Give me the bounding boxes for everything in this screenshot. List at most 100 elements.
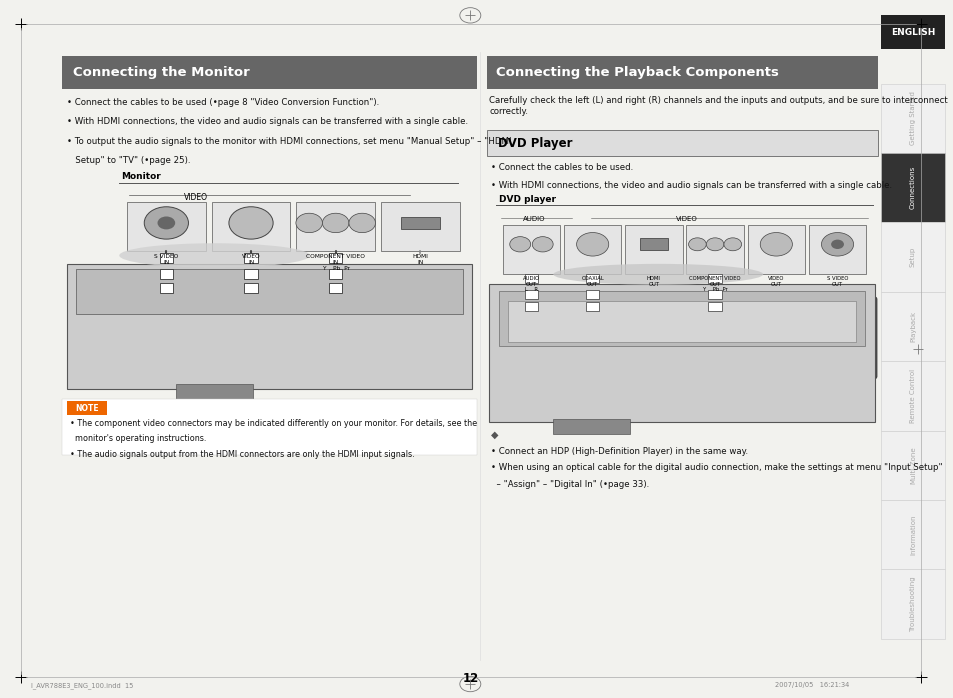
Bar — [76, 269, 462, 314]
Text: • The component video connectors may be indicated differently on your monitor. F: • The component video connectors may be … — [70, 419, 476, 428]
Bar — [508, 301, 855, 342]
Text: 2007/10/05   16:21:34: 2007/10/05 16:21:34 — [774, 683, 848, 688]
Text: I_AVR788E3_ENG_100.indd  15: I_AVR788E3_ENG_100.indd 15 — [30, 682, 132, 689]
Circle shape — [532, 237, 553, 252]
Text: Connecting the Monitor: Connecting the Monitor — [73, 66, 250, 79]
Bar — [244, 253, 257, 263]
FancyBboxPatch shape — [492, 297, 876, 379]
Bar — [486, 130, 877, 156]
Circle shape — [229, 207, 273, 239]
Text: NOTE: NOTE — [75, 404, 98, 413]
Text: Setup: Setup — [909, 247, 915, 267]
Bar — [502, 225, 559, 274]
Circle shape — [157, 216, 175, 230]
Text: Monitor: Monitor — [121, 172, 161, 181]
Text: Connections: Connections — [909, 166, 915, 209]
Circle shape — [705, 238, 723, 251]
Text: Multi-Zone: Multi-Zone — [909, 447, 915, 484]
Bar — [62, 399, 476, 455]
Bar — [880, 362, 944, 431]
Bar — [880, 153, 944, 223]
Text: HDMI
OUT: HDMI OUT — [646, 276, 660, 286]
Bar — [880, 570, 944, 639]
Text: S VIDEO
OUT: S VIDEO OUT — [826, 276, 847, 286]
Bar — [708, 302, 721, 311]
Bar — [639, 238, 667, 251]
Text: • Connect the cables to be used.: • Connect the cables to be used. — [491, 163, 633, 172]
Bar — [244, 283, 257, 293]
Text: ◆: ◆ — [491, 430, 498, 440]
Bar — [880, 84, 944, 153]
Circle shape — [760, 232, 792, 256]
Text: Remote Control: Remote Control — [909, 369, 915, 423]
Text: S VIDEO
IN: S VIDEO IN — [154, 254, 178, 265]
Text: COMPONENT VIDEO
OUT
Y    Pb  Pr: COMPONENT VIDEO OUT Y Pb Pr — [689, 276, 740, 292]
Bar — [524, 290, 537, 299]
Bar — [212, 202, 290, 251]
Circle shape — [821, 232, 853, 256]
Bar — [685, 225, 743, 274]
Bar — [524, 302, 537, 311]
Text: COAXIAL
OUT: COAXIAL OUT — [580, 276, 603, 286]
Text: • When using an optical cable for the digital audio connection, make the setting: • When using an optical cable for the di… — [491, 463, 942, 473]
Text: Troubleshooting: Troubleshooting — [909, 576, 915, 632]
Text: VIDEO: VIDEO — [676, 216, 697, 223]
Bar — [553, 419, 629, 434]
Bar — [524, 274, 537, 283]
Bar — [244, 269, 257, 279]
Text: • The audio signals output from the HDMI connectors are only the HDMI input sign: • The audio signals output from the HDMI… — [70, 450, 414, 459]
Circle shape — [830, 239, 843, 249]
Circle shape — [295, 213, 322, 232]
Ellipse shape — [553, 264, 762, 285]
Text: VIDEO: VIDEO — [183, 193, 208, 202]
Text: COMPONENT VIDEO
IN
Y    Pb  Pr: COMPONENT VIDEO IN Y Pb Pr — [306, 254, 365, 271]
Bar — [747, 225, 804, 274]
Bar — [329, 253, 342, 263]
Bar — [176, 384, 253, 401]
Text: • With HDMI connections, the video and audio signals can be transferred with a s: • With HDMI connections, the video and a… — [491, 181, 891, 191]
Bar — [127, 202, 206, 251]
Text: AUDIO
OUT
L    R: AUDIO OUT L R — [522, 276, 539, 292]
Bar — [76, 291, 462, 314]
Bar — [67, 264, 472, 389]
Bar — [880, 500, 944, 570]
Bar — [624, 225, 681, 274]
Ellipse shape — [119, 244, 310, 268]
Bar — [159, 269, 172, 279]
Text: • Connect an HDP (High-Definition Player) in the same way.: • Connect an HDP (High-Definition Player… — [491, 447, 748, 456]
Bar — [880, 15, 944, 49]
Text: monitor's operating instructions.: monitor's operating instructions. — [70, 434, 206, 443]
Bar — [708, 274, 721, 283]
Bar — [380, 202, 459, 251]
Text: Getting Started: Getting Started — [909, 91, 915, 145]
Text: Setup" to "TV" (•page 25).: Setup" to "TV" (•page 25). — [67, 156, 190, 165]
Bar — [67, 401, 107, 415]
FancyBboxPatch shape — [114, 267, 472, 343]
Bar — [486, 56, 877, 89]
Circle shape — [688, 238, 705, 251]
Bar — [880, 223, 944, 292]
Text: • Connect the cables to be used (•page 8 "Video Conversion Function").: • Connect the cables to be used (•page 8… — [67, 98, 378, 107]
Bar — [498, 291, 864, 346]
Text: DVD Player: DVD Player — [497, 137, 572, 149]
Text: Connecting the Playback Components: Connecting the Playback Components — [496, 66, 779, 79]
Text: Information: Information — [909, 514, 915, 555]
Text: ENGLISH: ENGLISH — [890, 28, 934, 36]
Text: – "Assign" – "Digital In" (•page 33).: – "Assign" – "Digital In" (•page 33). — [491, 480, 649, 489]
Circle shape — [349, 213, 375, 232]
Bar — [563, 225, 620, 274]
Bar — [880, 292, 944, 362]
Text: • With HDMI connections, the video and audio signals can be transferred with a s: • With HDMI connections, the video and a… — [67, 117, 467, 126]
Bar — [585, 302, 598, 311]
Text: 12: 12 — [461, 672, 478, 685]
Bar — [708, 290, 721, 299]
Bar — [159, 253, 172, 263]
Bar — [159, 283, 172, 293]
Text: Playback: Playback — [909, 311, 915, 342]
Bar — [295, 202, 375, 251]
Bar — [585, 290, 598, 299]
Bar — [585, 274, 598, 283]
Bar — [880, 431, 944, 500]
Text: VIDEO
IN: VIDEO IN — [241, 254, 260, 265]
Bar — [62, 56, 476, 89]
